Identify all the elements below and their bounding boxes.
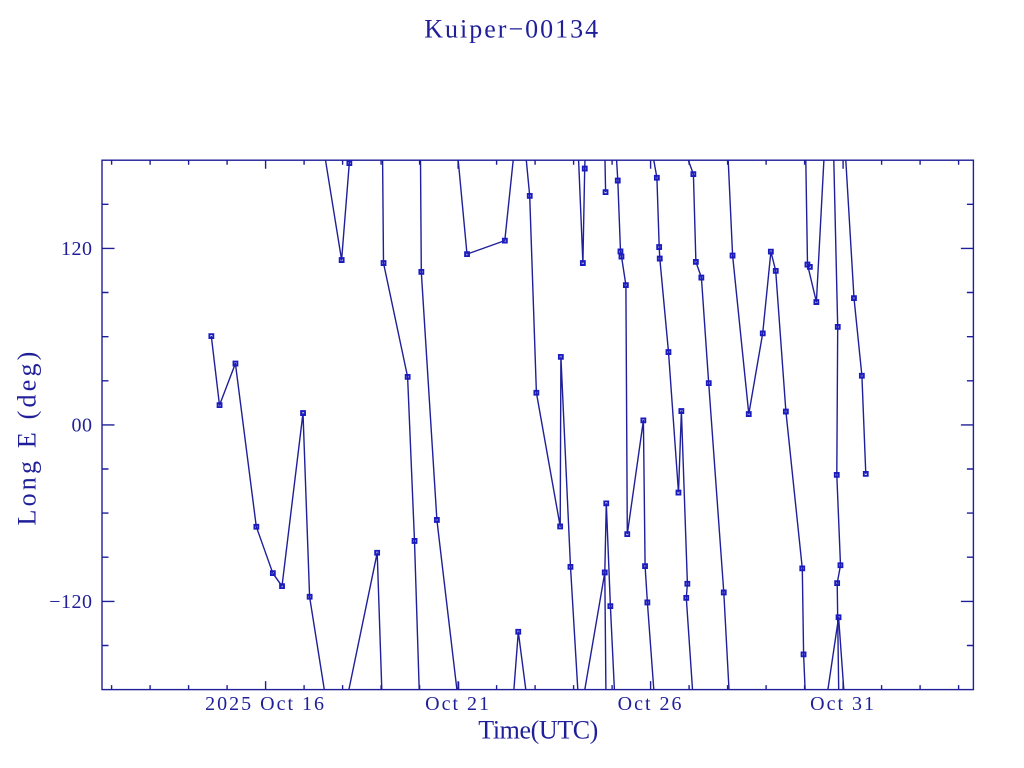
svg-text:Kuiper−00134: Kuiper−00134 <box>424 14 600 43</box>
svg-text:2025 Oct 16: 2025 Oct 16 <box>205 693 326 715</box>
svg-text:Oct 26: Oct 26 <box>618 693 684 715</box>
svg-text:−120: −120 <box>49 591 92 613</box>
svg-text:Oct 31: Oct 31 <box>810 693 876 715</box>
svg-text:Oct 21: Oct 21 <box>425 693 491 715</box>
svg-text:00: 00 <box>72 414 93 436</box>
svg-text:Long E (deg): Long E (deg) <box>13 348 42 525</box>
svg-text:120: 120 <box>61 238 93 260</box>
svg-text:Time(UTC): Time(UTC) <box>478 716 598 745</box>
